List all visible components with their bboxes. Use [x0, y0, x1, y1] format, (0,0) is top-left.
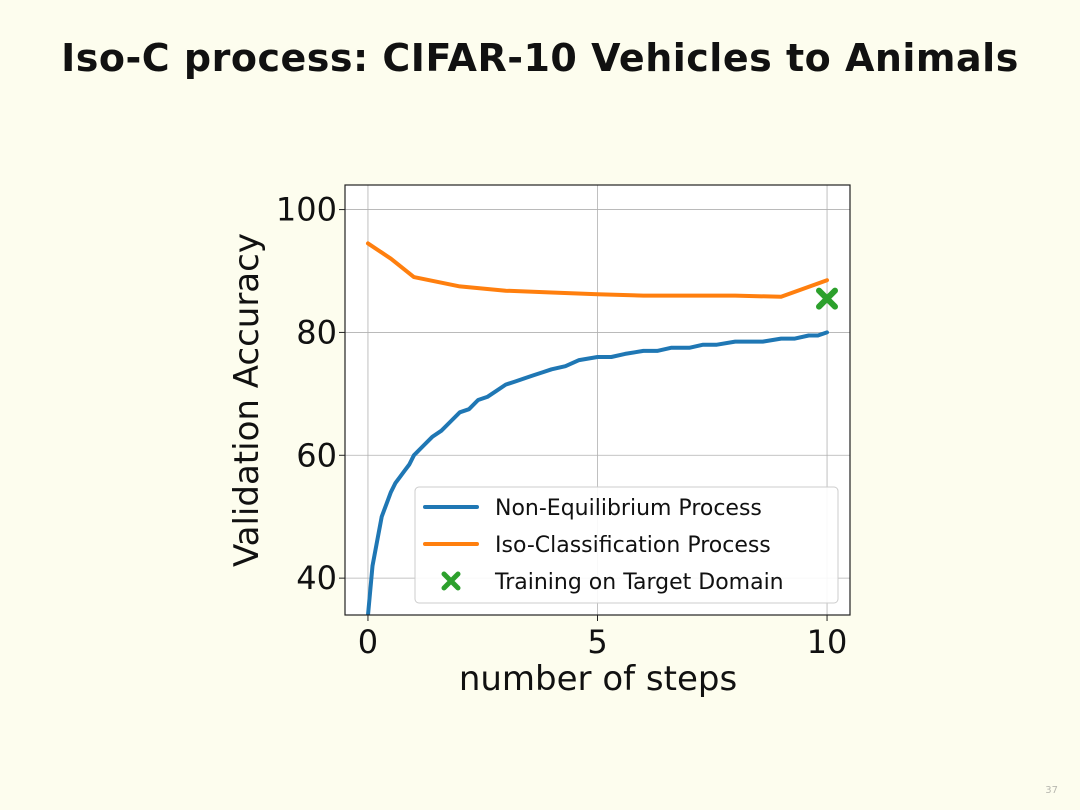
legend: Non-Equilibrium Process Iso-Classificatio… — [414, 486, 839, 604]
series-line-non-equilibrium — [366, 330, 829, 615]
y-tick-label: 80 — [296, 313, 337, 351]
legend-item-iso-classification-label: Iso-Classification Process — [495, 533, 771, 558]
y-tick-label: 60 — [296, 436, 337, 474]
legend-item-target-domain-swatch — [441, 571, 461, 591]
legend-item-non-equilibrium-label: Non-Equilibrium Process — [495, 496, 762, 521]
series-line-iso-classification — [366, 241, 829, 299]
target-domain-marker — [816, 287, 838, 310]
axis-ticks: 0 5 10 40 60 80 100 — [276, 191, 847, 661]
y-tick-label: 40 — [296, 559, 337, 597]
x-tick-label: 5 — [587, 623, 607, 661]
slide-title: Iso-C process: CIFAR-10 Vehicles to Anim… — [61, 36, 1019, 80]
y-axis-label: Validation Accuracy — [227, 233, 267, 567]
x-axis-label: number of steps — [459, 659, 737, 699]
data-series — [366, 241, 838, 615]
y-tick-label: 100 — [276, 191, 337, 229]
x-tick-label: 0 — [358, 623, 378, 661]
page-number: 37 — [1045, 785, 1058, 796]
x-tick-label: 10 — [807, 623, 848, 661]
legend-box — [414, 486, 839, 604]
legend-item-target-domain-label: Training on Target Domain — [494, 570, 784, 595]
